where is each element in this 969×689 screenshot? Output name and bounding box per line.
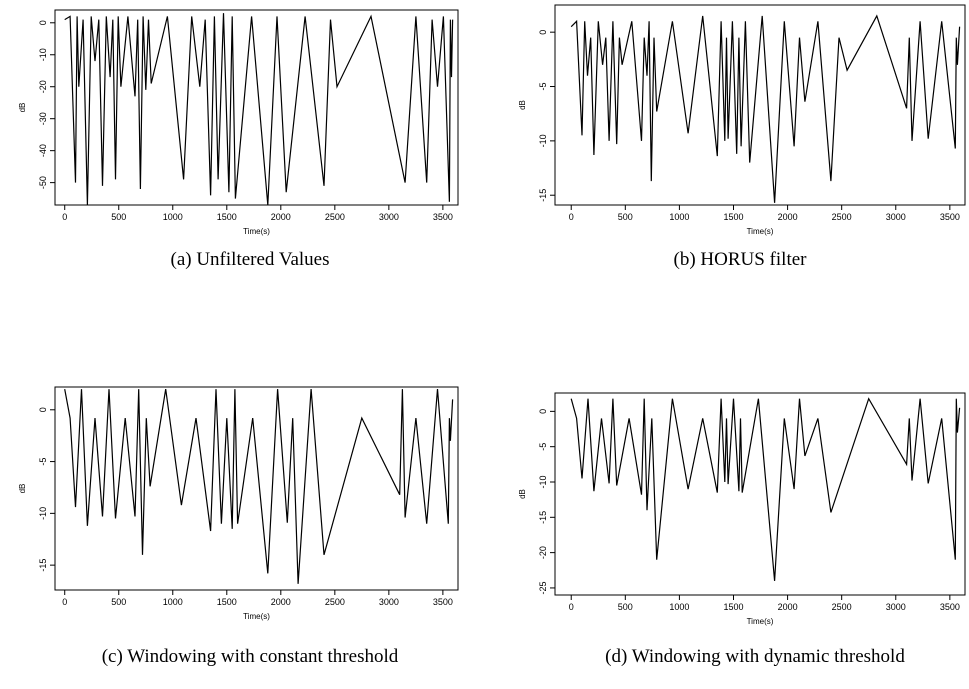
x-tick-label: 0	[62, 212, 67, 222]
y-tick-label: -10	[538, 134, 548, 147]
y-tick-label: -10	[538, 475, 548, 488]
y-tick-label: -5	[538, 83, 548, 91]
y-tick-label: -5	[538, 443, 548, 451]
x-tick-label: 3500	[940, 212, 960, 222]
data-line	[570, 14, 961, 203]
caption: (c) Windowing with constant threshold	[102, 646, 399, 667]
y-axis-label: dB	[518, 100, 527, 110]
y-tick-label: 0	[38, 20, 48, 25]
x-tick-label: 3500	[433, 597, 453, 607]
y-tick-label: -15	[38, 559, 48, 572]
y-axis-label: dB	[518, 489, 527, 499]
x-tick-label: 3000	[379, 597, 399, 607]
y-tick-label: -20	[538, 546, 548, 559]
caption: (d) Windowing with dynamic threshold	[605, 646, 905, 667]
x-tick-label: 1500	[723, 212, 743, 222]
x-tick-label: 1000	[163, 597, 183, 607]
x-axis-label: Time(s)	[243, 612, 270, 621]
x-tick-label: 1000	[669, 602, 689, 612]
y-tick-label: -30	[38, 112, 48, 125]
y-tick-label: -15	[538, 189, 548, 202]
plot-frame	[54, 9, 459, 206]
y-axis-label: dB	[18, 103, 27, 113]
x-tick-label: 500	[618, 212, 633, 222]
y-tick-label: -20	[38, 80, 48, 93]
y-tick-label: -15	[538, 511, 548, 524]
x-axis-label: Time(s)	[747, 227, 774, 236]
x-tick-label: 0	[569, 212, 574, 222]
x-tick-label: 2000	[778, 212, 798, 222]
y-tick-label: -10	[38, 507, 48, 520]
x-tick-label: 2000	[778, 602, 798, 612]
y-tick-label: 0	[38, 407, 48, 412]
plot-frame	[554, 392, 966, 596]
x-tick-label: 2000	[271, 212, 291, 222]
x-axis-label: Time(s)	[747, 617, 774, 626]
caption: (a) Unfiltered Values	[171, 249, 330, 270]
x-tick-label: 0	[62, 597, 67, 607]
x-tick-label: 1000	[163, 212, 183, 222]
data-line	[64, 388, 454, 584]
x-tick-label: 2500	[832, 602, 852, 612]
x-tick-label: 2000	[271, 597, 291, 607]
y-tick-label: 0	[538, 30, 548, 35]
x-tick-label: 2500	[325, 212, 345, 222]
plot-frame	[554, 4, 966, 206]
x-tick-label: 3000	[886, 212, 906, 222]
x-tick-label: 3000	[379, 212, 399, 222]
y-tick-label: -40	[38, 144, 48, 157]
x-tick-label: 500	[618, 602, 633, 612]
y-tick-label: -50	[38, 176, 48, 189]
y-tick-label: 0	[538, 409, 548, 414]
x-tick-label: 3500	[940, 602, 960, 612]
x-tick-label: 1500	[217, 597, 237, 607]
x-tick-label: 0	[569, 602, 574, 612]
x-tick-label: 3000	[886, 602, 906, 612]
data-line	[570, 397, 961, 581]
x-tick-label: 2500	[832, 212, 852, 222]
x-tick-label: 1500	[217, 212, 237, 222]
x-tick-label: 1000	[669, 212, 689, 222]
y-tick-label: -10	[38, 48, 48, 61]
x-tick-label: 500	[111, 597, 126, 607]
y-axis-label: dB	[18, 484, 27, 494]
x-axis-label: Time(s)	[243, 227, 270, 236]
x-tick-label: 1500	[723, 602, 743, 612]
x-tick-label: 500	[111, 212, 126, 222]
plot-frame	[54, 386, 459, 591]
y-tick-label: -25	[538, 581, 548, 594]
x-tick-label: 2500	[325, 597, 345, 607]
caption: (b) HORUS filter	[674, 249, 808, 270]
x-tick-label: 3500	[433, 212, 453, 222]
y-tick-label: -5	[38, 458, 48, 466]
data-line	[64, 13, 454, 206]
